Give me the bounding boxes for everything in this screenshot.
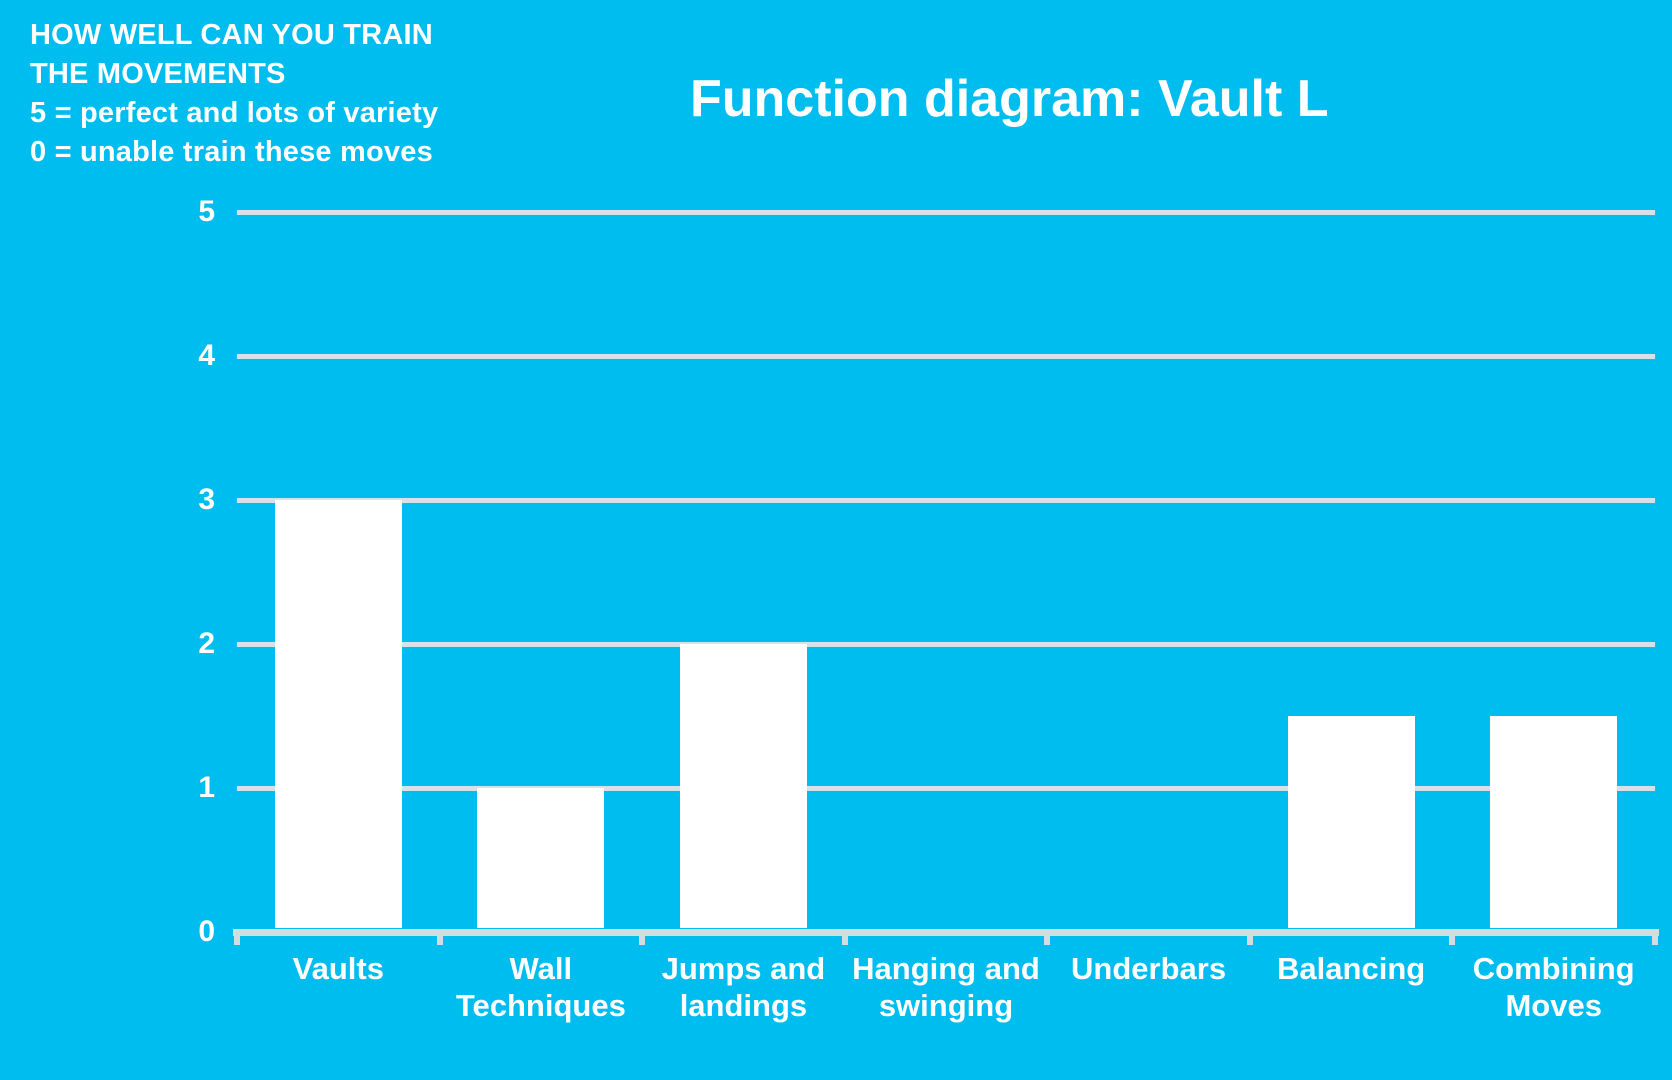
gridline-1 xyxy=(237,786,1655,791)
x-axis-label-jumps-and-landings: Jumps and landings xyxy=(661,951,826,1023)
x-axis-tick xyxy=(1449,936,1456,945)
scale-note-line: HOW WELL CAN YOU TRAIN xyxy=(30,19,433,51)
bar-combining-moves xyxy=(1490,716,1618,928)
chart-title: Function diagram: Vault L xyxy=(690,70,1329,128)
x-axis-tick xyxy=(1246,936,1253,945)
gridline-4 xyxy=(237,354,1655,359)
x-axis-tick xyxy=(436,936,443,945)
x-axis-tick xyxy=(1044,936,1051,945)
y-axis-label-2: 2 xyxy=(198,627,215,660)
y-axis-label-0: 0 xyxy=(198,915,215,948)
scale-note-line: 0 = unable train these moves xyxy=(30,136,433,168)
bar-jumps-and-landings xyxy=(679,644,807,928)
x-axis-tick xyxy=(841,936,848,945)
y-axis-label-3: 3 xyxy=(198,483,215,516)
scale-note-line: 5 = perfect and lots of variety xyxy=(30,97,439,129)
gridline-3 xyxy=(237,498,1655,503)
y-axis-label-1: 1 xyxy=(198,771,215,804)
bar-wall-techniques xyxy=(477,788,605,928)
scale-note: HOW WELL CAN YOU TRAIN THE MOVEMENTS 5 =… xyxy=(30,16,438,172)
x-axis-tick xyxy=(234,936,240,945)
x-axis-tick xyxy=(639,936,646,945)
bar-balancing xyxy=(1287,716,1415,928)
x-axis-label-combining-moves: Combining Moves xyxy=(1472,951,1635,1023)
x-axis-tick xyxy=(1652,936,1658,945)
gridline-2 xyxy=(237,642,1655,647)
x-axis-label-wall-techniques: Wall Techniques xyxy=(455,951,626,1023)
x-axis-label-hanging-and-swinging: Hanging and swinging xyxy=(852,951,1040,1023)
x-axis-label-underbars: Underbars xyxy=(1071,951,1227,986)
gridline-5 xyxy=(237,210,1655,215)
x-axis-label-balancing: Balancing xyxy=(1277,951,1426,986)
y-axis-label-4: 4 xyxy=(198,339,215,372)
bar-vaults xyxy=(274,500,402,928)
x-axis-line xyxy=(233,929,1659,936)
x-axis-label-vaults: Vaults xyxy=(292,951,384,986)
y-axis-label-5: 5 xyxy=(198,195,215,228)
scale-note-line: THE MOVEMENTS xyxy=(30,58,286,90)
